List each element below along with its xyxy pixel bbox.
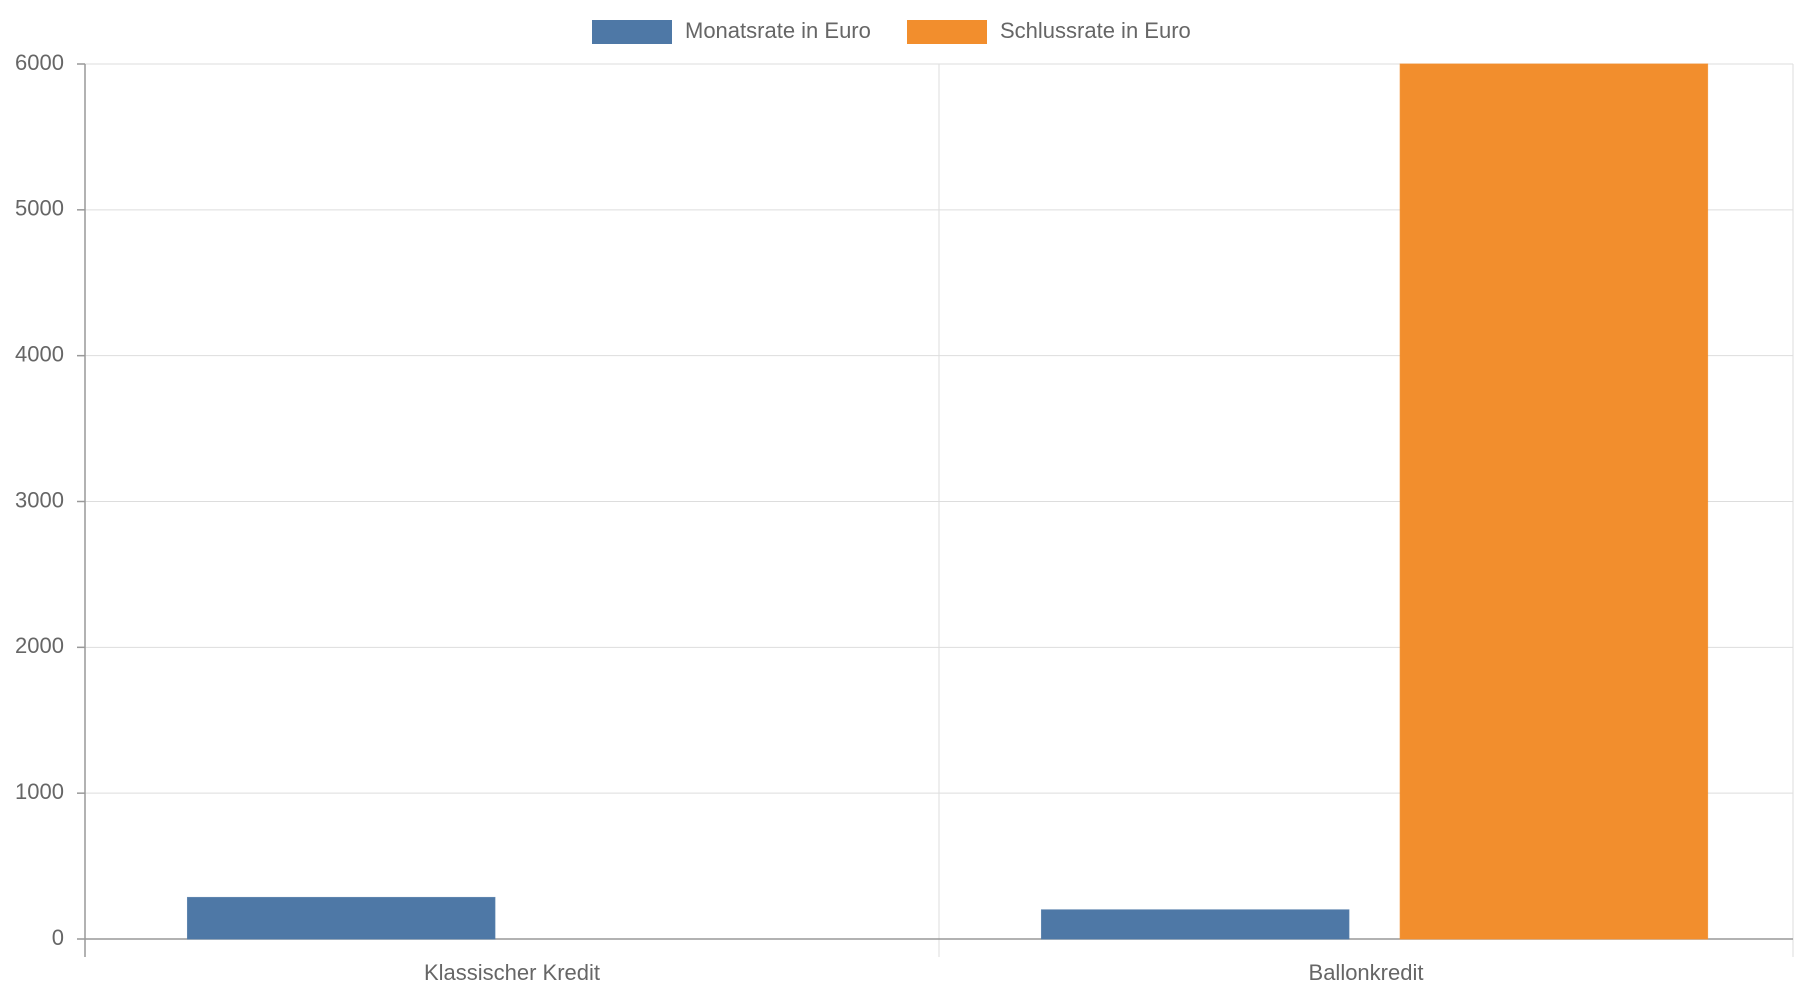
bar <box>186 896 496 940</box>
legend-label: Schlussrate in Euro <box>1000 18 1191 43</box>
y-tick-label: 1000 <box>15 779 64 804</box>
y-tick-label: 6000 <box>15 50 64 75</box>
legend-swatch <box>907 20 987 44</box>
y-tick-label: 3000 <box>15 487 64 512</box>
legend-swatch <box>592 20 672 44</box>
y-tick-label: 5000 <box>15 196 64 221</box>
x-tick-label: Ballonkredit <box>1309 960 1424 985</box>
bar <box>1399 63 1709 940</box>
y-tick-label: 0 <box>52 925 64 950</box>
legend-label: Monatsrate in Euro <box>685 18 871 43</box>
y-tick-label: 4000 <box>15 341 64 366</box>
bar <box>1040 909 1350 940</box>
x-tick-label: Klassischer Kredit <box>424 960 600 985</box>
y-tick-label: 2000 <box>15 633 64 658</box>
